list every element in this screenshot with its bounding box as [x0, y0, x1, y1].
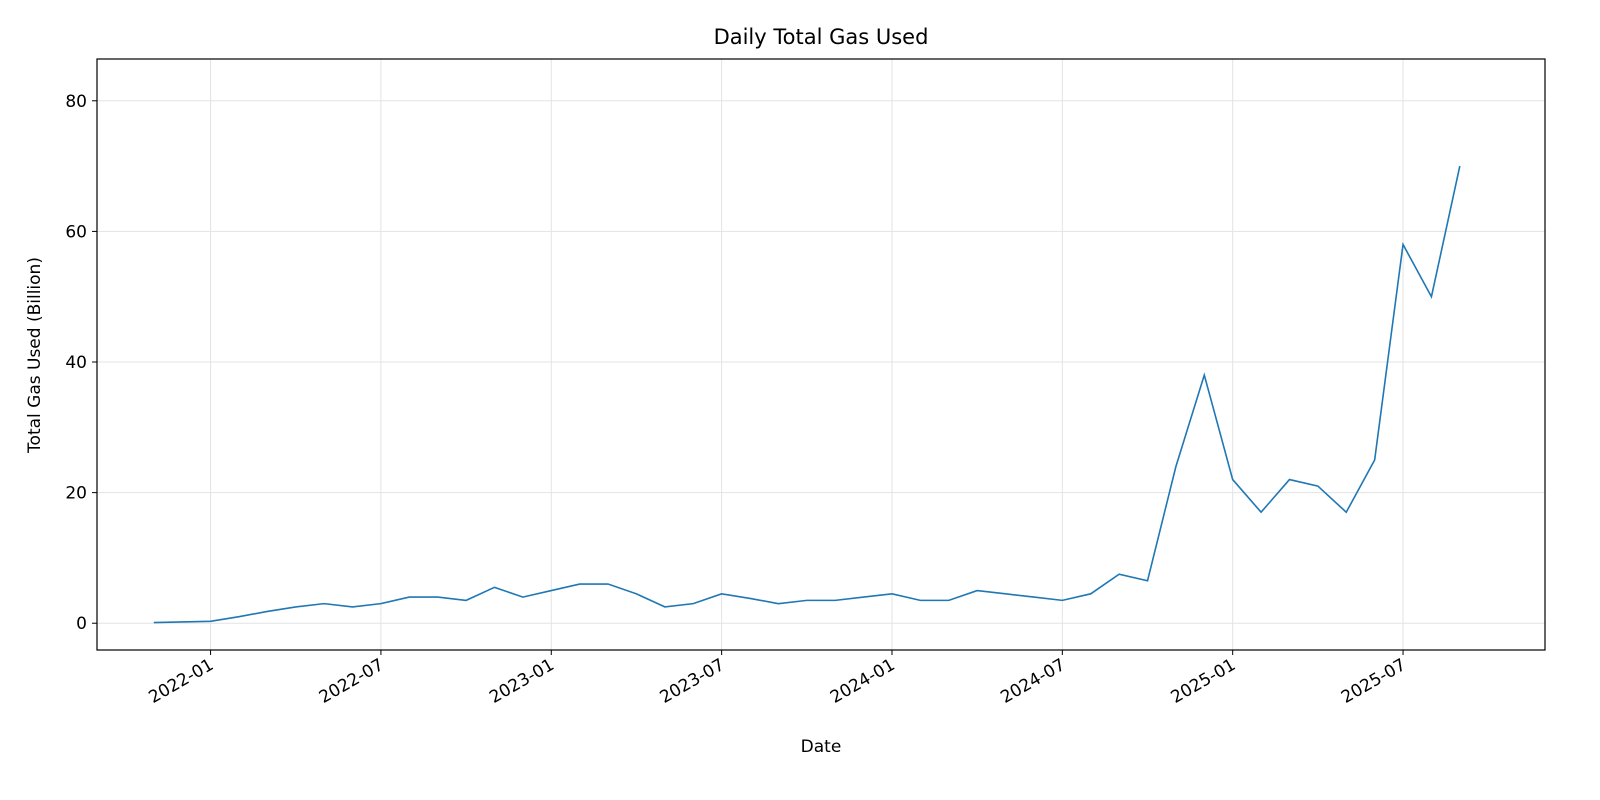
- x-tick-label: 2023-01: [486, 655, 558, 708]
- y-tick-label: 60: [65, 222, 87, 242]
- x-tick-label: 2022-01: [146, 655, 218, 708]
- plot-frame: [96, 58, 1546, 651]
- y-tick-label: 20: [65, 484, 87, 504]
- chart-title: Daily Total Gas Used: [714, 25, 929, 49]
- data-line: [153, 165, 1461, 624]
- y-tick-label: 0: [76, 614, 87, 634]
- x-tick-label: 2024-01: [827, 655, 899, 708]
- x-tick-label: 2025-07: [1338, 655, 1410, 708]
- x-tick-label: 2023-07: [657, 655, 729, 708]
- x-tick-label: 2022-07: [316, 655, 388, 708]
- x-tick-label: 2024-07: [997, 655, 1069, 708]
- y-tick-label: 40: [65, 353, 87, 373]
- y-axis-label: Total Gas Used (Billion): [25, 257, 45, 454]
- x-axis-label: Date: [801, 737, 842, 757]
- x-tick-label: 2025-01: [1168, 655, 1240, 708]
- y-tick-label: 80: [65, 92, 87, 112]
